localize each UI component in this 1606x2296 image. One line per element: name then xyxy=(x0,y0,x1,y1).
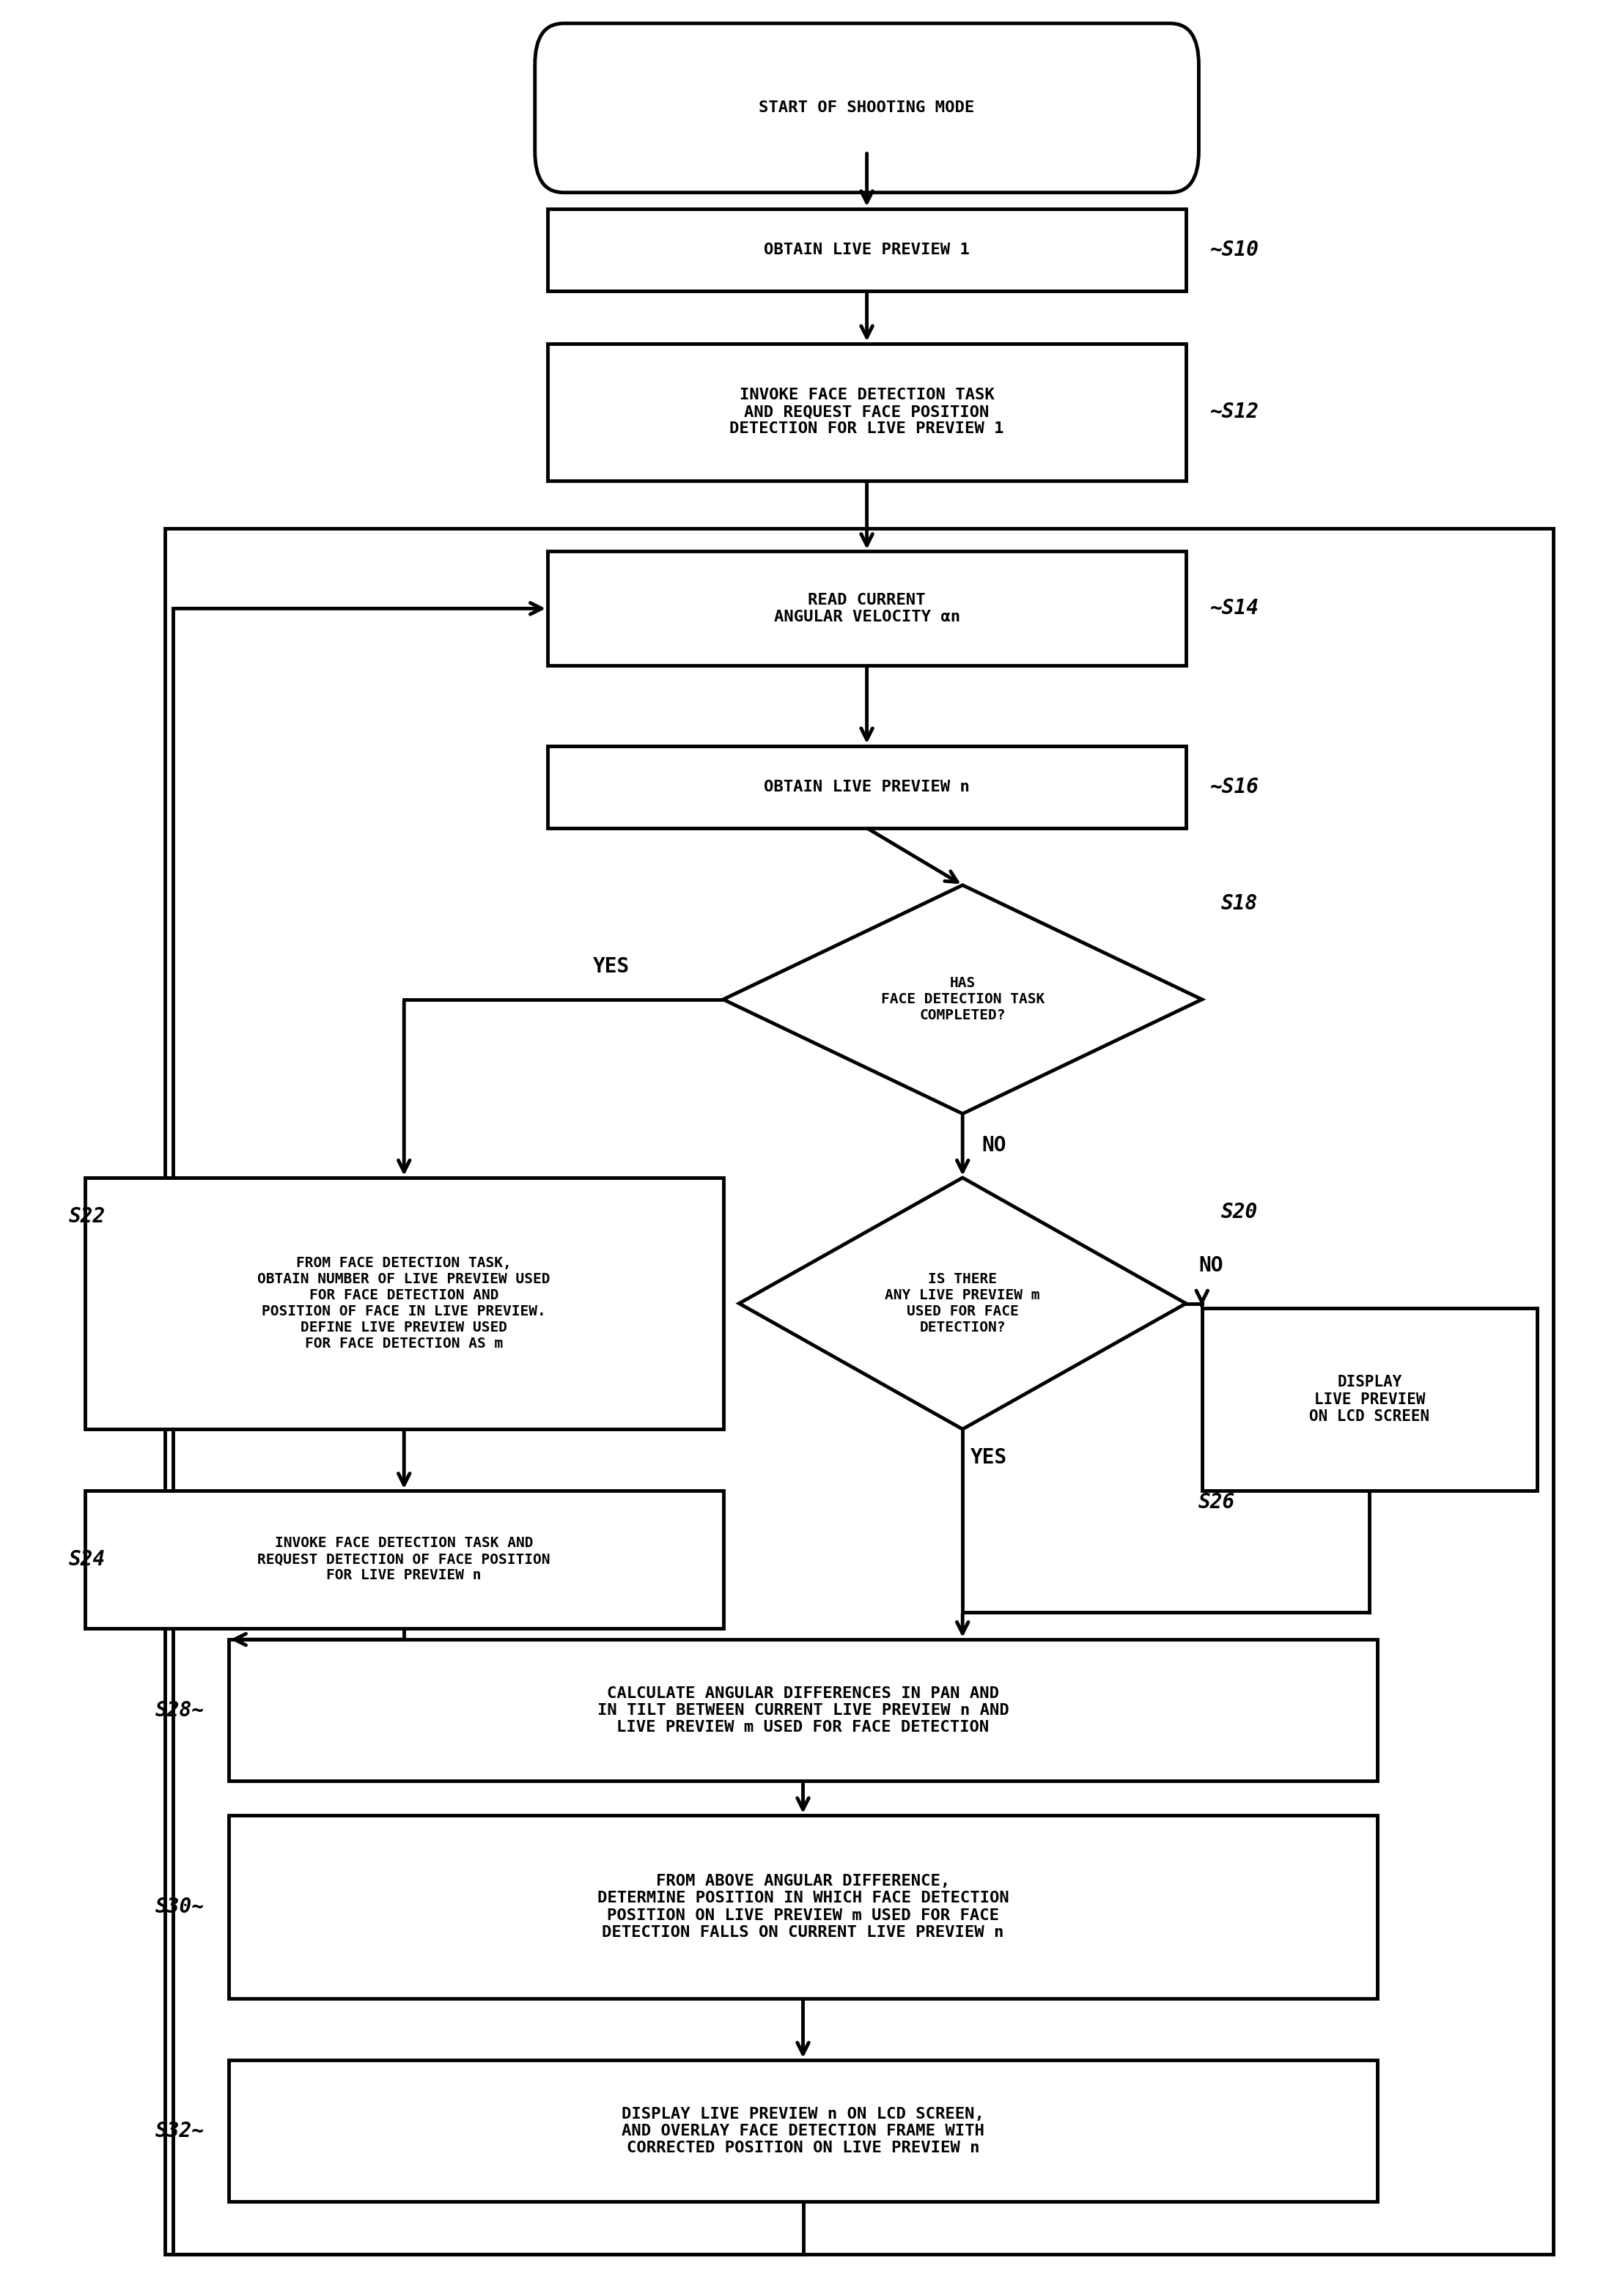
Text: START OF SHOOTING MODE: START OF SHOOTING MODE xyxy=(760,101,975,115)
Text: S24: S24 xyxy=(69,1550,106,1570)
Polygon shape xyxy=(739,1178,1185,1428)
Text: S28~: S28~ xyxy=(156,1699,204,1720)
Bar xyxy=(165,528,1553,2255)
Bar xyxy=(548,344,1185,480)
Text: S26: S26 xyxy=(1198,1492,1235,1513)
Text: IS THERE
ANY LIVE PREVIEW m
USED FOR FACE
DETECTION?: IS THERE ANY LIVE PREVIEW m USED FOR FAC… xyxy=(885,1272,1041,1334)
Text: NO: NO xyxy=(981,1137,1007,1155)
Text: FROM ABOVE ANGULAR DIFFERENCE,
DETERMINE POSITION IN WHICH FACE DETECTION
POSITI: FROM ABOVE ANGULAR DIFFERENCE, DETERMINE… xyxy=(597,1874,1009,1940)
Bar xyxy=(228,2060,1378,2202)
Bar xyxy=(85,1490,723,1628)
Text: INVOKE FACE DETECTION TASK AND
REQUEST DETECTION OF FACE POSITION
FOR LIVE PREVI: INVOKE FACE DETECTION TASK AND REQUEST D… xyxy=(257,1536,551,1582)
Text: S22: S22 xyxy=(69,1205,106,1226)
Text: S32~: S32~ xyxy=(156,2122,204,2142)
Text: ~S16: ~S16 xyxy=(1209,776,1259,797)
FancyBboxPatch shape xyxy=(535,23,1198,193)
Bar xyxy=(228,1816,1378,1998)
Text: S30~: S30~ xyxy=(156,1896,204,1917)
Text: YES: YES xyxy=(970,1446,1007,1467)
Text: NO: NO xyxy=(1198,1256,1224,1277)
Text: OBTAIN LIVE PREVIEW 1: OBTAIN LIVE PREVIEW 1 xyxy=(764,243,970,257)
Bar xyxy=(548,551,1185,666)
Text: DISPLAY LIVE PREVIEW n ON LCD SCREEN,
AND OVERLAY FACE DETECTION FRAME WITH
CORR: DISPLAY LIVE PREVIEW n ON LCD SCREEN, AN… xyxy=(622,2105,984,2156)
Text: YES: YES xyxy=(593,955,630,976)
Text: HAS
FACE DETECTION TASK
COMPLETED?: HAS FACE DETECTION TASK COMPLETED? xyxy=(880,976,1044,1022)
Text: CALCULATE ANGULAR DIFFERENCES IN PAN AND
IN TILT BETWEEN CURRENT LIVE PREVIEW n : CALCULATE ANGULAR DIFFERENCES IN PAN AND… xyxy=(597,1685,1009,1736)
Text: ~S14: ~S14 xyxy=(1209,599,1259,620)
Text: INVOKE FACE DETECTION TASK
AND REQUEST FACE POSITION
DETECTION FOR LIVE PREVIEW : INVOKE FACE DETECTION TASK AND REQUEST F… xyxy=(729,388,1004,436)
Text: FROM FACE DETECTION TASK,
OBTAIN NUMBER OF LIVE PREVIEW USED
FOR FACE DETECTION : FROM FACE DETECTION TASK, OBTAIN NUMBER … xyxy=(257,1256,551,1350)
Text: DISPLAY
LIVE PREVIEW
ON LCD SCREEN: DISPLAY LIVE PREVIEW ON LCD SCREEN xyxy=(1309,1375,1429,1424)
Bar xyxy=(85,1178,723,1428)
Text: S20: S20 xyxy=(1221,1201,1257,1221)
Text: ~S12: ~S12 xyxy=(1209,402,1259,422)
Bar xyxy=(548,746,1185,829)
Bar xyxy=(1201,1309,1537,1490)
Text: ~S10: ~S10 xyxy=(1209,239,1259,259)
Text: OBTAIN LIVE PREVIEW n: OBTAIN LIVE PREVIEW n xyxy=(764,781,970,794)
Text: S18: S18 xyxy=(1221,893,1257,914)
Bar xyxy=(228,1639,1378,1782)
Bar xyxy=(548,209,1185,292)
Polygon shape xyxy=(723,886,1201,1114)
Text: READ CURRENT
ANGULAR VELOCITY αn: READ CURRENT ANGULAR VELOCITY αn xyxy=(774,592,960,625)
